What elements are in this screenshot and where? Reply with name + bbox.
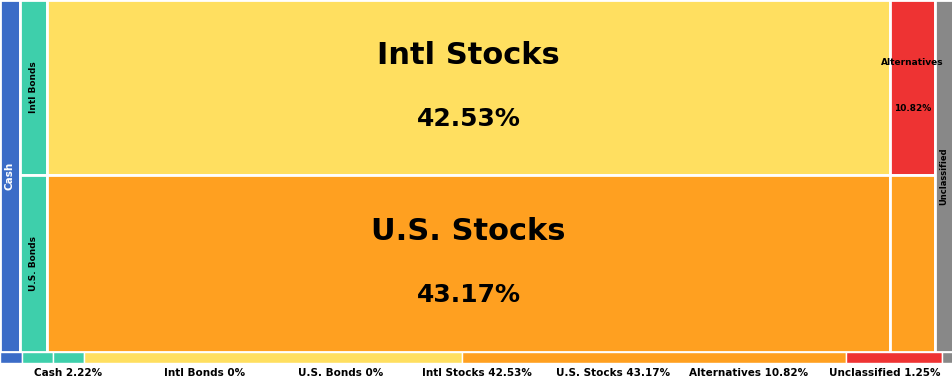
Text: Intl Stocks: Intl Stocks	[377, 41, 559, 70]
Text: U.S. Stocks: U.S. Stocks	[371, 218, 565, 247]
Bar	[889, 0, 934, 175]
Text: U.S. Bonds 0%: U.S. Bonds 0%	[297, 368, 383, 378]
Text: Cash: Cash	[5, 162, 15, 190]
Text: Unclassified 1.25%: Unclassified 1.25%	[828, 368, 940, 378]
Bar	[844, 352, 941, 363]
Bar	[53, 352, 85, 363]
Bar	[0, 352, 22, 363]
Bar	[0, 0, 20, 352]
Text: U.S. Bonds: U.S. Bonds	[29, 236, 38, 291]
Text: Unclassified: Unclassified	[939, 147, 947, 205]
Bar	[47, 175, 889, 352]
Text: Cash 2.22%: Cash 2.22%	[34, 368, 102, 378]
Text: Alternatives 10.82%: Alternatives 10.82%	[688, 368, 807, 378]
Bar	[20, 0, 47, 175]
Bar	[20, 175, 47, 352]
Text: Intl Bonds 0%: Intl Bonds 0%	[164, 368, 245, 378]
Bar	[22, 352, 53, 363]
Bar	[462, 352, 844, 363]
Text: Intl Bonds: Intl Bonds	[29, 62, 38, 113]
Text: 42.53%: 42.53%	[416, 107, 520, 131]
Text: U.S. Stocks 43.17%: U.S. Stocks 43.17%	[555, 368, 669, 378]
Text: 10.82%: 10.82%	[893, 104, 930, 113]
Bar	[934, 0, 952, 352]
Bar	[85, 352, 462, 363]
Text: 43.17%: 43.17%	[416, 283, 520, 307]
Text: Alternatives: Alternatives	[881, 58, 942, 67]
Bar	[889, 175, 934, 352]
Bar	[47, 0, 889, 175]
Bar	[941, 352, 952, 363]
Text: Intl Stocks 42.53%: Intl Stocks 42.53%	[421, 368, 531, 378]
